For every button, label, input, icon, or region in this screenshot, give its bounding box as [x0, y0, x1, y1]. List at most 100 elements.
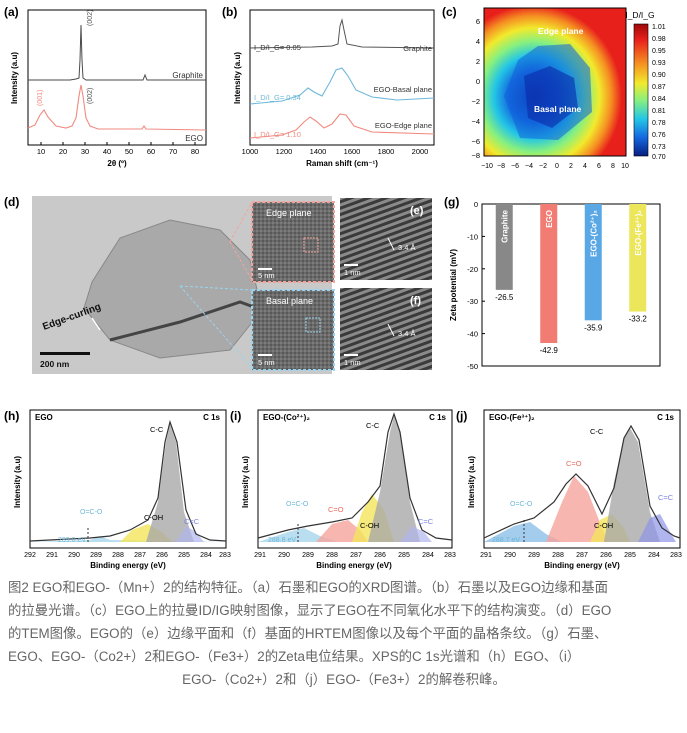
- caption-line: 的拉曼光谱。（c）EGO上的拉曼ID/IG映射图像，显示了EGO在不同氧化水平下…: [8, 603, 612, 618]
- c-ytick: 2: [476, 57, 480, 66]
- i-component-co-o: [258, 528, 338, 542]
- a-xtick: 10: [37, 147, 45, 156]
- j-coh-label: C-OH: [594, 521, 613, 530]
- plot-frame: [249, 9, 435, 146]
- panel-c-raman-map: (c) Edge plane Basal plane 6 4 2 0 −2 −4…: [442, 5, 666, 170]
- i-xlabel: Binding energy (eV): [316, 561, 392, 570]
- c-xtick: 4: [583, 163, 587, 170]
- b-ylabel: Intensity (a.u): [233, 52, 242, 104]
- panel-g-zeta-chart: (g) Zeta potential (mV) 0 -10 -20 -30 -40 -50…: [444, 195, 661, 371]
- panel-b-raman: (b) I_D/I_G= 0.05 I_D/I_G= 0.34 I_D/I_G=…: [222, 5, 435, 168]
- b-xtick: 1400: [310, 147, 327, 156]
- xps-j-title: EGO-(Fe³⁺)₂: [489, 413, 535, 422]
- j-component-cec: [638, 514, 676, 542]
- ego-001-peak-label: (001): [37, 90, 44, 106]
- cbar-tick: 0.78: [652, 120, 666, 127]
- graphite-002-peak-label: (002): [87, 10, 94, 26]
- a-xticks: 10 20 30 40 50 60 70 80: [37, 142, 199, 156]
- c-ytick: 6: [476, 17, 480, 26]
- inset-scale-bar: [258, 354, 272, 356]
- cbar-tick: 0.76: [652, 132, 666, 139]
- b-xtick: 1200: [276, 147, 293, 156]
- j-component-cc: [604, 428, 660, 542]
- j-co-label: C=O: [566, 459, 582, 468]
- xtick: 292: [24, 552, 36, 559]
- panel-i-label: (i): [230, 409, 241, 423]
- panel-a-xrd: (a) (002) (001) (002) Graphite EGO Inten…: [4, 5, 207, 168]
- caption-line: EGO、EGO-（Co2+）2和EGO-（Fe3+）2的Zeta电位结果。XPS…: [8, 649, 581, 664]
- xtick: 283: [670, 552, 682, 559]
- h-xlabel: Binding energy (eV): [90, 561, 166, 570]
- a-xtick: 50: [125, 147, 133, 156]
- j-xticks: 291 290 289 288 287 286 285 284 283: [480, 552, 682, 559]
- panel-e-label: (e): [410, 205, 424, 217]
- i-component-cc: [368, 416, 420, 542]
- xtick: 286: [156, 552, 168, 559]
- zeta-bars: Graphite -26.5 EGO -42.9 EGO-(Co²⁺)₂ -35.9 EGO…: [495, 204, 647, 355]
- xtick: 289: [302, 552, 314, 559]
- j-xlabel: Binding energy (eV): [544, 561, 620, 570]
- zeta-ytick-label: -40: [467, 330, 478, 339]
- figure-caption: 图2 EGO和EGO-（Mn+）2的结构特征。（a）石墨和EGO的XRD图谱。（…: [8, 576, 680, 691]
- b-xlabel: Raman shift (cm⁻¹): [306, 159, 378, 168]
- b-xtick: 1000: [242, 147, 259, 156]
- j-component-co: [546, 476, 608, 542]
- inset-edge-title: Edge plane: [266, 208, 312, 218]
- i-fit-curve: [257, 412, 453, 541]
- panel-h-xps: (h) EGO C 1s C-C C-OH C=C 289.0 eV O=C-O…: [4, 409, 231, 570]
- caption-line: 的TEM图像。EGO的（e）边缘平面和（f）基面的HRTEM图像以及每个平面的晶…: [8, 626, 608, 641]
- inset-scale-label: 5 nm: [258, 271, 275, 280]
- xtick: 289: [528, 552, 540, 559]
- panel-d-tem: (d) Edge-curling 200 nm Edge plane 5 nm …: [4, 195, 432, 374]
- basal-core: [524, 66, 578, 128]
- hr-scale-label: 1 nm: [344, 268, 361, 277]
- a-xtick: 30: [81, 147, 89, 156]
- zeta-ytick-label: -20: [467, 265, 478, 274]
- h-ylabel: Intensity (a.u): [13, 456, 22, 508]
- xtick: 288: [112, 552, 124, 559]
- c-xtick: −2: [539, 163, 547, 170]
- f-spacing-label: 3.4 Å: [398, 329, 416, 338]
- cbar-tick: 1.01: [652, 24, 666, 31]
- g-ylabel: Zeta potential (mV): [449, 249, 458, 321]
- xps-j-core: C 1s: [657, 413, 674, 422]
- c-xtick: 8: [611, 163, 615, 170]
- b-xtick: 1800: [378, 147, 395, 156]
- xps-i-title: EGO-(Co²⁺)₂: [263, 413, 310, 422]
- basal-plane-label: Basal plane: [534, 104, 582, 114]
- panel-h-label: (h): [4, 409, 19, 423]
- panel-j-label: (j): [456, 409, 467, 423]
- i-cc-label: C-C: [366, 421, 380, 430]
- caption-line: 图2 EGO和EGO-（Mn+）2的结构特征。（a）石墨和EGO的XRD图谱。（…: [8, 580, 609, 595]
- zeta-category-label: EGO-(Co²⁺)₂: [589, 210, 598, 257]
- cbar-tick: 0.81: [652, 108, 666, 115]
- c-ytick: 0: [476, 77, 480, 86]
- a-xtick: 70: [169, 147, 177, 156]
- xtick: 285: [178, 552, 190, 559]
- panel-b-label: (b): [222, 5, 237, 19]
- xtick: 285: [398, 552, 410, 559]
- hr-scale-bar: [344, 264, 358, 266]
- main-scale-bar: [40, 352, 90, 355]
- basal-zoom-guide: [179, 285, 253, 291]
- panel-d-label: (d): [4, 195, 19, 209]
- basal-select-box: [305, 317, 321, 333]
- h-component-co: [30, 536, 226, 542]
- i-coh-label: C-OH: [360, 521, 379, 530]
- zeta-ytick-label: -30: [467, 297, 478, 306]
- h-component-cc: [146, 424, 194, 542]
- i-be-label: 288.8 eV: [268, 537, 296, 544]
- a-ylabel: Intensity (a.u): [10, 52, 19, 104]
- plot-frame: [483, 409, 681, 549]
- fringe-marker: [387, 323, 395, 337]
- c-xtick: −4: [525, 163, 533, 170]
- h-fit-curve: [29, 419, 227, 542]
- xtick: 291: [254, 552, 266, 559]
- zeta-yticks: 0 -10 -20 -30 -40 -50: [467, 200, 485, 371]
- panel-i-xps: (i) EGO-(Co²⁺)₂ C 1s C-C C=O C-OH C=C 28…: [230, 409, 456, 570]
- a-xtick: 80: [191, 147, 199, 156]
- panel-c-label: (c): [442, 5, 457, 19]
- h-co-structure-icon: O=C-O: [80, 509, 103, 516]
- edge-select-box: [303, 237, 319, 253]
- plot-frame: [27, 9, 207, 146]
